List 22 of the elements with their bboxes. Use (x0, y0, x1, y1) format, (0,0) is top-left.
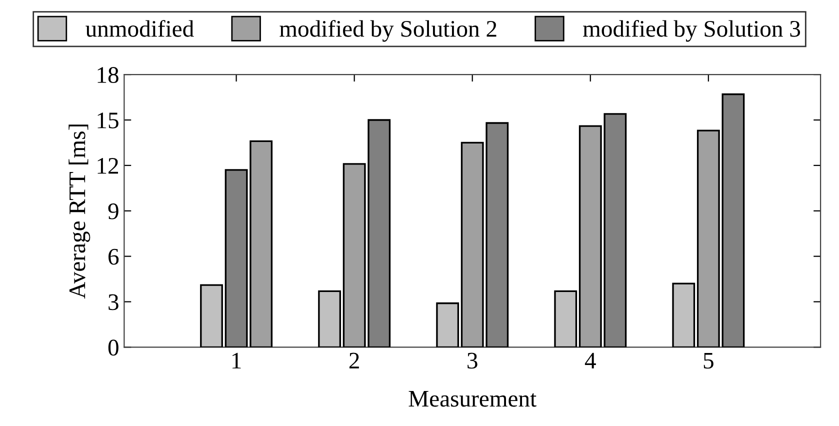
legend-label: modified by Solution 3 (583, 20, 800, 42)
y-tick-label: 0 (108, 340, 118, 356)
y-tick-label: 15 (98, 112, 118, 128)
y-axis-title: Average RTT [ms] (68, 124, 90, 299)
y-tick-label: 12 (98, 158, 118, 174)
x-tick-label: 3 (468, 352, 478, 369)
y-tick-label: 9 (108, 203, 118, 220)
legend-label: modified by Solution 2 (280, 20, 496, 42)
x-tick-label: 4 (584, 352, 596, 368)
y-tick-label: 3 (108, 294, 118, 310)
x-tick-label: 5 (704, 352, 714, 369)
bar (200, 284, 223, 348)
bar (318, 290, 341, 348)
bar (554, 290, 578, 348)
x-tick-label: 1 (232, 352, 241, 368)
y-tick-label: 18 (98, 67, 118, 83)
bar (672, 282, 696, 348)
x-tick-label: 2 (349, 352, 359, 368)
bar (436, 302, 460, 348)
y-tick-label: 6 (108, 248, 119, 265)
x-axis-title: Measurement (408, 391, 536, 407)
legend-label: unmodified (86, 20, 194, 37)
